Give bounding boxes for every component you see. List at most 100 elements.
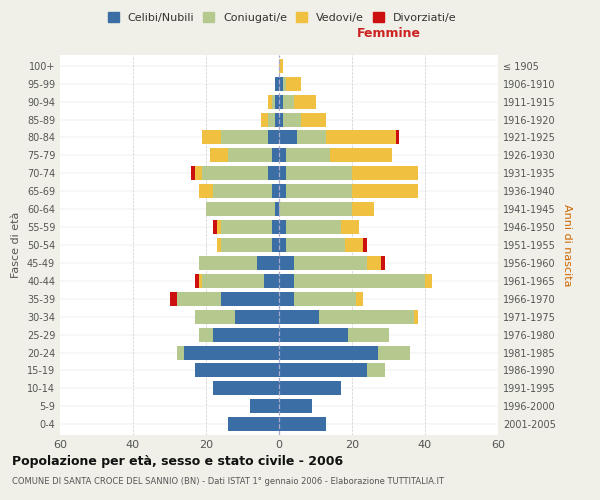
Legend: Celibi/Nubili, Coniugati/e, Vedovi/e, Divorziati/e: Celibi/Nubili, Coniugati/e, Vedovi/e, Di… xyxy=(103,8,461,28)
Bar xyxy=(214,220,217,234)
Bar xyxy=(286,184,352,198)
Bar xyxy=(425,274,432,288)
Bar xyxy=(330,148,392,162)
Bar xyxy=(221,238,272,252)
Bar xyxy=(279,59,283,72)
Bar xyxy=(283,94,293,108)
Bar xyxy=(279,346,377,360)
Bar xyxy=(279,166,286,180)
Bar xyxy=(268,112,275,126)
Bar xyxy=(279,274,293,288)
Bar xyxy=(177,292,221,306)
Bar xyxy=(202,130,221,144)
Text: Femmine: Femmine xyxy=(356,27,421,40)
Bar xyxy=(261,112,268,126)
Bar xyxy=(283,112,301,126)
Bar xyxy=(344,238,363,252)
Bar xyxy=(275,94,279,108)
Bar xyxy=(191,166,195,180)
Bar xyxy=(272,220,279,234)
Bar xyxy=(326,130,396,144)
Bar xyxy=(214,382,279,396)
Bar xyxy=(352,202,374,216)
Bar xyxy=(356,292,363,306)
Bar xyxy=(199,274,202,288)
Bar xyxy=(214,184,272,198)
Bar xyxy=(352,184,418,198)
Bar xyxy=(279,76,283,90)
Bar xyxy=(367,364,385,378)
Bar xyxy=(221,220,272,234)
Bar xyxy=(195,364,279,378)
Bar xyxy=(279,220,286,234)
Bar xyxy=(272,238,279,252)
Bar xyxy=(195,166,202,180)
Bar xyxy=(195,310,235,324)
Bar xyxy=(349,328,389,342)
Bar xyxy=(221,292,279,306)
Bar xyxy=(279,382,341,396)
Bar xyxy=(414,310,418,324)
Bar xyxy=(279,130,297,144)
Text: Popolazione per età, sesso e stato civile - 2006: Popolazione per età, sesso e stato civil… xyxy=(12,455,343,468)
Bar xyxy=(286,238,345,252)
Bar xyxy=(265,274,279,288)
Bar xyxy=(209,148,228,162)
Bar xyxy=(275,76,279,90)
Bar xyxy=(228,148,272,162)
Text: COMUNE DI SANTA CROCE DEL SANNIO (BN) - Dati ISTAT 1° gennaio 2006 - Elaborazion: COMUNE DI SANTA CROCE DEL SANNIO (BN) - … xyxy=(12,478,444,486)
Bar xyxy=(268,130,279,144)
Bar xyxy=(293,256,367,270)
Bar xyxy=(184,346,279,360)
Bar xyxy=(272,148,279,162)
Bar xyxy=(206,202,275,216)
Bar xyxy=(279,112,283,126)
Bar xyxy=(301,112,326,126)
Bar xyxy=(279,94,283,108)
Bar xyxy=(279,184,286,198)
Bar xyxy=(169,292,177,306)
Bar xyxy=(235,310,279,324)
Bar xyxy=(297,130,326,144)
Bar xyxy=(214,328,279,342)
Bar xyxy=(279,364,367,378)
Bar xyxy=(293,292,356,306)
Bar xyxy=(279,238,286,252)
Bar xyxy=(279,310,319,324)
Bar xyxy=(228,418,279,431)
Bar xyxy=(275,112,279,126)
Bar xyxy=(286,166,352,180)
Bar xyxy=(279,418,326,431)
Bar xyxy=(381,256,385,270)
Bar xyxy=(286,76,301,90)
Bar xyxy=(272,94,275,108)
Bar xyxy=(286,148,330,162)
Bar xyxy=(217,238,221,252)
Bar xyxy=(279,292,293,306)
Bar xyxy=(319,310,414,324)
Bar xyxy=(293,94,316,108)
Bar xyxy=(199,184,214,198)
Bar xyxy=(377,346,410,360)
Bar xyxy=(217,220,221,234)
Bar xyxy=(279,256,293,270)
Bar xyxy=(279,400,312,413)
Bar xyxy=(283,76,286,90)
Bar xyxy=(221,130,268,144)
Bar xyxy=(272,184,279,198)
Bar xyxy=(341,220,359,234)
Bar xyxy=(293,274,425,288)
Bar xyxy=(268,94,272,108)
Bar xyxy=(195,274,199,288)
Bar xyxy=(367,256,381,270)
Y-axis label: Anni di nascita: Anni di nascita xyxy=(562,204,572,286)
Bar xyxy=(286,220,341,234)
Bar xyxy=(352,166,418,180)
Bar xyxy=(279,148,286,162)
Bar xyxy=(202,274,265,288)
Bar xyxy=(257,256,279,270)
Bar xyxy=(199,328,214,342)
Bar xyxy=(363,238,367,252)
Bar xyxy=(396,130,400,144)
Bar xyxy=(275,202,279,216)
